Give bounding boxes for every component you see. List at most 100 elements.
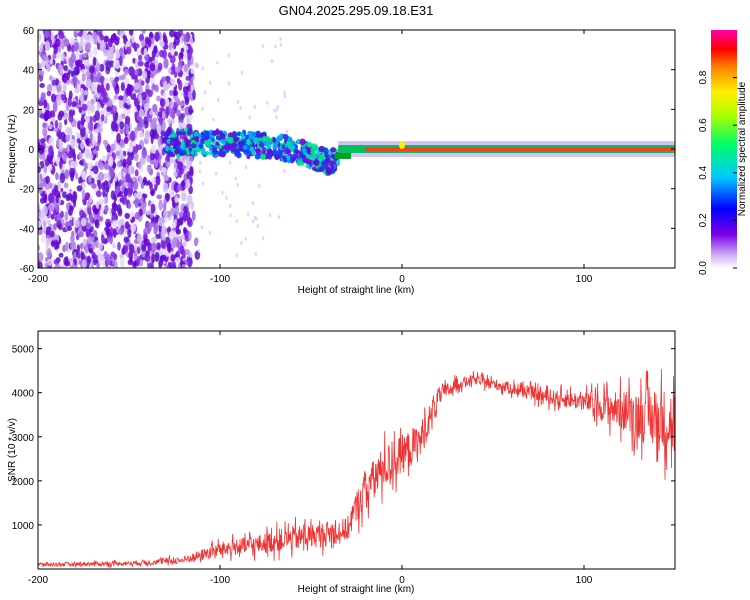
noise-speck [39, 197, 45, 204]
noise-speck [174, 257, 181, 264]
noise-speck [77, 41, 84, 52]
noise-speck [87, 161, 93, 170]
noise-speck [103, 49, 109, 57]
noise-speck [127, 146, 133, 153]
noise-speck [203, 90, 207, 95]
noise-speck [114, 59, 121, 70]
colorbar-tick-label: 0.4 [698, 165, 709, 179]
noise-speck [179, 245, 185, 255]
noise-speck [174, 196, 179, 203]
noise-speck [188, 105, 193, 116]
noise-speck [40, 138, 46, 144]
noise-speck [50, 213, 55, 220]
noise-speck [114, 84, 120, 95]
noise-speck [176, 218, 181, 228]
noise-speck [157, 62, 163, 71]
noise-speck [117, 207, 123, 217]
snr-series-line [38, 369, 675, 569]
noise-speck [91, 82, 97, 92]
noise-speck [120, 82, 126, 92]
noise-speck [159, 40, 165, 48]
noise-speck [151, 242, 157, 253]
track-speck [290, 144, 296, 150]
noise-speck [97, 133, 102, 144]
noise-speck [136, 191, 143, 200]
noise-speck [50, 110, 56, 119]
noise-speck [134, 43, 140, 49]
noise-speck [94, 128, 99, 135]
noise-speck [119, 257, 125, 268]
noise-speck [80, 69, 87, 75]
noise-speck [83, 94, 88, 101]
noise-speck [43, 129, 48, 141]
noise-speck [194, 237, 199, 245]
noise-speck [79, 83, 86, 90]
noise-speck [178, 211, 184, 219]
noise-speck [189, 37, 194, 45]
track-speck [211, 130, 216, 136]
noise-speck [83, 90, 89, 96]
noise-speck [110, 190, 115, 200]
track-speck [305, 164, 311, 169]
noise-speck [163, 58, 169, 69]
noise-speck [144, 130, 150, 140]
noise-speck [163, 201, 167, 212]
track-speck [181, 130, 186, 136]
noise-speck [152, 103, 158, 113]
noise-speck [128, 165, 134, 176]
noise-speck [43, 164, 48, 174]
track-speck [221, 151, 227, 157]
noise-speck [181, 122, 187, 128]
noise-speck [144, 253, 151, 263]
spectrogram-ytick-label: 0 [28, 145, 34, 156]
noise-speck [123, 187, 128, 197]
noise-speck [143, 228, 147, 235]
noise-speck [160, 167, 167, 174]
noise-speck [89, 153, 94, 160]
noise-speck [80, 34, 84, 44]
noise-speck [42, 122, 47, 128]
noise-speck [93, 165, 99, 175]
noise-speck [246, 212, 250, 217]
noise-speck [126, 46, 132, 55]
noise-speck [100, 41, 106, 51]
noise-speck [60, 187, 64, 193]
noise-speck [273, 108, 276, 113]
noise-speck [48, 230, 55, 238]
noise-speck [112, 219, 118, 228]
noise-speck [58, 252, 64, 258]
noise-speck [48, 181, 52, 188]
noise-speck [192, 89, 196, 101]
noise-speck [103, 196, 108, 205]
track-speck [233, 137, 239, 143]
noise-speck [199, 160, 202, 165]
noise-speck [183, 205, 188, 213]
noise-speck [150, 203, 156, 214]
noise-speck [85, 222, 92, 230]
noise-speck [156, 95, 161, 102]
noise-speck [139, 258, 144, 267]
snr-xtick-label: -200 [28, 575, 48, 586]
noise-speck [134, 58, 140, 69]
snr-xtick-label: 0 [399, 575, 405, 586]
noise-speck [126, 157, 132, 167]
noise-speck [71, 262, 75, 268]
noise-speck [65, 194, 70, 202]
noise-speck [105, 253, 111, 265]
spectrogram-xtick-label: 100 [576, 274, 593, 285]
noise-speck [45, 30, 49, 39]
noise-speck [67, 152, 72, 159]
noise-speck [38, 203, 41, 213]
spectrogram-xtick-label: 0 [399, 274, 405, 285]
track-speck [306, 141, 313, 149]
noise-speck [62, 72, 68, 84]
noise-speck [111, 206, 116, 216]
track-speck [311, 143, 317, 149]
noise-speck [75, 131, 80, 139]
noise-speck [68, 56, 74, 68]
track-speck [201, 134, 205, 142]
noise-speck [52, 53, 57, 60]
track-speck [174, 149, 180, 155]
noise-speck [129, 30, 134, 36]
noise-speck [38, 32, 42, 42]
